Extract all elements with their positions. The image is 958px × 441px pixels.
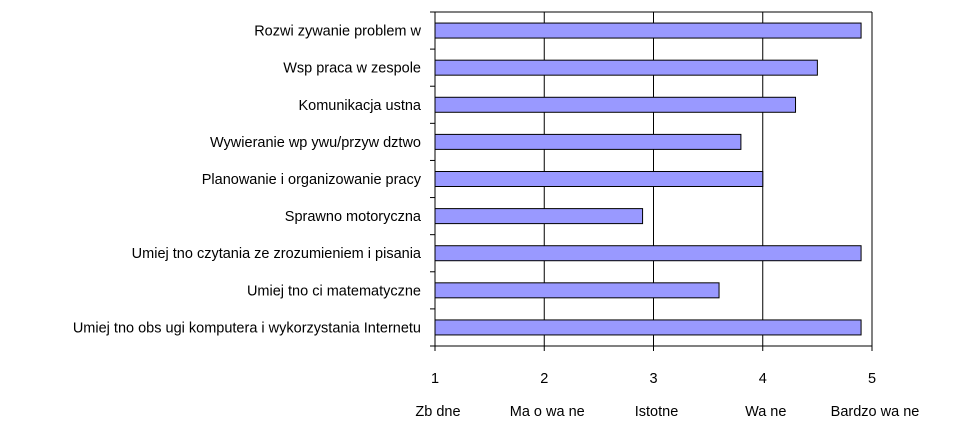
x-tick-label-2: 2 [540, 371, 548, 387]
bar-5 [434, 171, 764, 187]
x-tick-label-1: 1 [431, 371, 439, 387]
category-label-4: Wywieranie wp ywu/przyw dztwo [210, 135, 421, 151]
bar-8 [434, 282, 720, 299]
labels: Rozwi zywanie problem w Wsp praca w zespo… [73, 24, 920, 420]
bar-4 [434, 133, 742, 150]
category-label-8: Umiej tno ci matematyczne [247, 283, 421, 299]
bars [434, 22, 862, 336]
x-tick-label-5: 5 [868, 371, 876, 387]
axes [430, 11, 873, 351]
bar-1 [434, 22, 862, 39]
x-scale-label-3: Istotne [635, 404, 679, 420]
bar-2 [434, 59, 818, 76]
category-label-9: Umiej tno obs ugi komputera i wykorzysta… [73, 320, 421, 336]
bar-9 [434, 319, 862, 336]
category-label-7: Umiej tno czytania ze zrozumieniem i pis… [132, 246, 422, 262]
category-label-5: Planowanie i organizowanie pracy [202, 172, 422, 188]
x-scale-label-4: Wa ne [745, 404, 786, 420]
bar-6 [434, 208, 644, 225]
category-label-2: Wsp praca w zespole [283, 61, 421, 77]
category-label-6: Sprawno motoryczna [285, 209, 422, 225]
bar-3 [434, 96, 797, 113]
bar-7 [434, 245, 862, 262]
category-label-1: Rozwi zywanie problem w [254, 24, 421, 40]
x-scale-label-2: Ma o wa ne [510, 404, 585, 420]
category-label-3: Komunikacja ustna [298, 98, 421, 114]
x-tick-label-3: 3 [649, 371, 657, 387]
x-scale-label-1: Zb dne [415, 404, 460, 420]
x-scale-label-5: Bardzo wa ne [831, 404, 920, 420]
x-tick-label-4: 4 [759, 371, 767, 387]
